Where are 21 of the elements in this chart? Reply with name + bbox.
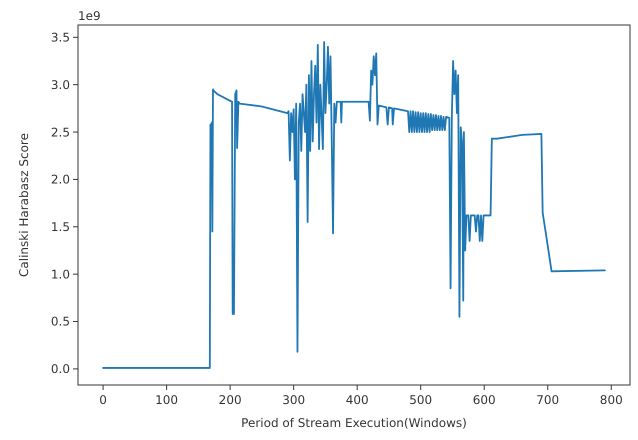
x-tick-label: 800 [600, 393, 623, 407]
x-tick-label: 300 [282, 393, 306, 407]
x-tick-label: 400 [346, 393, 369, 407]
y-tick-label: 2.0 [50, 172, 70, 187]
y-tick-label: 3.0 [50, 78, 70, 92]
y-tick-label: 3.5 [50, 30, 70, 45]
y-tick-label: 0.5 [50, 314, 70, 329]
text: 1e9 [78, 9, 101, 23]
line-series [102, 41, 606, 369]
x-tick-label: 700 [536, 393, 560, 407]
x-tick-label: 200 [218, 393, 242, 407]
y-tick-label: 1.5 [50, 220, 70, 234]
x-tick-label: 0 [99, 393, 107, 407]
y-tick-label: 2.5 [50, 125, 70, 140]
y-tick-label: 0.0 [50, 362, 70, 376]
y-tick-label: 1.0 [50, 267, 70, 282]
x-tick-label: 500 [409, 393, 432, 407]
x-tick-label: 600 [472, 393, 496, 407]
x-axis-title: Period of Stream Execution(Windows) [241, 416, 467, 430]
y-axis-title: Calinski Harabasz Score [17, 133, 31, 277]
x-tick-label: 100 [155, 393, 178, 407]
